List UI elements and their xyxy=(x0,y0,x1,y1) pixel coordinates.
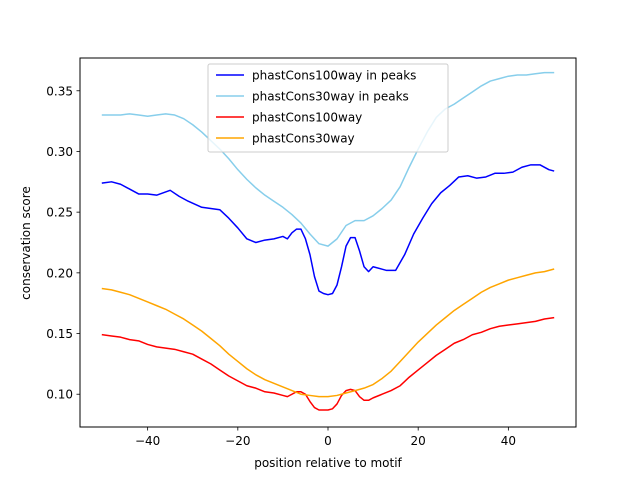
legend-label-2: phastCons100way xyxy=(252,111,362,125)
x-tick-label: 20 xyxy=(411,434,426,448)
x-tick-label: −40 xyxy=(135,434,160,448)
legend-label-3: phastCons30way xyxy=(252,132,355,146)
plot-area xyxy=(101,71,555,411)
y-tick-label: 0.20 xyxy=(46,266,73,280)
series-line-2 xyxy=(101,316,555,411)
y-tick-label: 0.35 xyxy=(46,84,73,98)
x-axis: −40 −20 0 20 40 xyxy=(135,427,516,448)
legend-box xyxy=(207,63,449,153)
y-tick-label: 0.15 xyxy=(46,327,73,341)
y-axis: 0.10 0.15 0.20 0.25 0.30 0.35 xyxy=(46,84,80,402)
x-axis-label: position relative to motif xyxy=(254,456,402,470)
series-line-1 xyxy=(101,71,555,247)
legend-label-0: phastCons100way in peaks xyxy=(252,69,416,83)
y-tick-label: 0.25 xyxy=(46,206,73,220)
legend: phastCons100way in peaks phastCons30way i… xyxy=(207,63,449,153)
y-tick-label: 0.30 xyxy=(46,145,73,159)
x-tick-label: −20 xyxy=(225,434,250,448)
y-axis-label: conservation score xyxy=(19,186,33,300)
y-tick-label: 0.10 xyxy=(46,388,73,402)
series-line-0 xyxy=(101,164,555,296)
series-line-3 xyxy=(101,268,555,398)
legend-label-1: phastCons30way in peaks xyxy=(252,90,409,104)
x-tick-label: 40 xyxy=(501,434,516,448)
x-tick-label: 0 xyxy=(324,434,332,448)
